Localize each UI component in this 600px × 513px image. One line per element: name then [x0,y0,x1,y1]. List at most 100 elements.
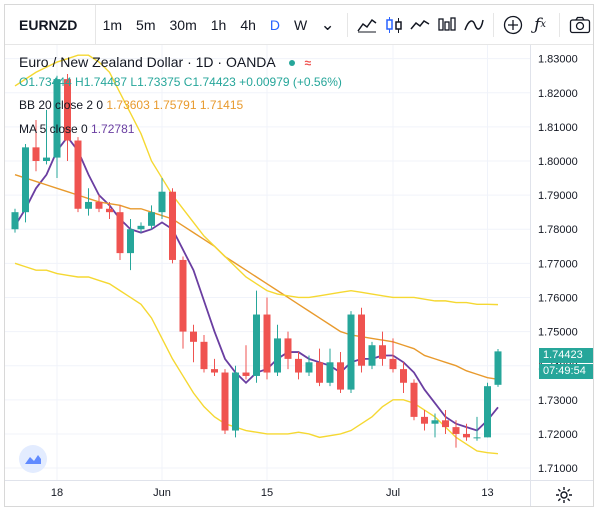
candles-icon[interactable] [380,5,407,44]
candle-body [421,416,428,424]
bb-values: 1.73603 1.75791 1.71415 [106,98,244,112]
toolbar-divider [493,12,495,37]
price-axis: 1.83000 1.82000 1.81000 1.80000 1.79000 1.780… [530,45,578,506]
camera-icon[interactable] [566,5,593,44]
x-tick-label: Jun [153,487,171,499]
candle-body [85,201,92,209]
y-tick-label: 1.75000 [538,327,578,339]
x-tick-label: 13 [481,487,493,499]
candle-body [253,314,260,376]
market-status-icon [289,60,296,66]
candle-body [148,212,155,226]
candle-body [200,341,208,370]
indicators-icon[interactable] [460,5,487,44]
candle-body [179,259,187,332]
legend-ohlc: O1.73444 H1.74487 L1.73375 C1.74423 +0.0… [19,75,342,89]
toolbar-divider [559,12,561,37]
candle-body [32,147,40,161]
y-tick-label: 1.77000 [538,258,578,270]
series-line-bb-upper [14,54,499,306]
bar-chart-icon[interactable] [354,5,381,44]
candle-body [452,427,460,434]
interval-group: 1m 5m 30m 1h 4h D W [96,5,315,44]
candle-body [295,358,302,373]
candle-body [169,191,176,260]
candle-body [242,372,250,376]
candle-body [211,369,218,373]
candle-body [389,358,397,370]
interval-W[interactable]: W [294,16,308,33]
line-chart-icon[interactable] [407,5,434,44]
ma-value: 1.72781 [91,122,135,136]
candle-body [368,345,376,366]
candle-body [410,382,418,417]
indicator-lines [14,54,499,455]
y-tick-label: 1.71000 [538,463,578,475]
candle-body [379,345,386,359]
candle-body [400,369,407,383]
candle-body [53,79,61,158]
symbol-label: EURNZD [19,16,78,33]
candle-body [347,314,355,390]
interval-D[interactable]: D [269,16,281,33]
candle-body [473,437,481,439]
y-tick-label: 1.80000 [538,156,578,168]
candle-body [305,362,313,373]
x-tick-label: 18 [51,487,63,499]
candle-body [284,338,292,359]
interval-1m[interactable]: 1m [102,16,123,33]
candle-body [127,229,134,254]
ma-label: MA 5 close 0 [19,122,88,136]
x-tick-label: 15 [261,487,273,499]
y-tick-label: 1.73000 [538,395,578,407]
y-tick-label: 1.72000 [538,429,578,441]
y-tick-label: 1.83000 [538,54,578,66]
legend-bb[interactable]: BB 20 close 2 0 1.73603 1.75791 1.71415 [19,98,243,112]
chevron-down-icon[interactable]: ⌄ [320,14,335,34]
candles [11,74,502,448]
candle-body [263,314,271,373]
interval-30m[interactable]: 30m [169,16,197,33]
candle-body [337,362,344,390]
settings-gear-icon[interactable] [555,486,573,506]
area-chart-icon[interactable] [434,5,461,44]
legend-ma[interactable]: MA 5 close 0 1.72781 [19,122,134,136]
candle-body [326,362,334,383]
candle-body [116,212,124,254]
add-icon[interactable] [500,5,527,44]
candle-body [274,338,281,373]
x-tick-label: Jul [386,487,400,499]
candle-body [431,420,439,424]
candle-body [43,157,50,161]
toolbar-divider [346,12,348,37]
symbol-search[interactable]: EURNZD [5,5,96,44]
y-tick-label: 1.81000 [538,122,578,134]
interval-4h[interactable]: 4h [240,16,256,33]
y-tick-label: 1.78000 [538,224,578,236]
interval-5m[interactable]: 5m [136,16,156,33]
price-chart[interactable]: 1.83000 1.82000 1.81000 1.80000 1.79000 1.780… [5,45,594,507]
candle-body [232,372,239,431]
candle-body [137,225,145,230]
candle-body [11,212,19,230]
tradingview-logo-icon[interactable] [19,445,47,473]
candle-body [358,314,365,366]
candle-body [158,191,166,213]
candle-body [190,331,197,342]
candle-body [463,433,470,438]
candle-body [221,372,229,431]
interval-1h[interactable]: 1h [210,16,227,33]
candle-body [494,351,502,385]
y-tick-label: 1.76000 [538,292,578,304]
wave-icon: ≈ [304,56,312,70]
time-axis: 18 Jun 15 Jul 13 [5,480,593,499]
candle-body [484,386,491,438]
candle-body [316,362,323,383]
countdown-label: 07:49:54 [539,364,593,379]
candle-body [22,147,29,213]
candle-body [74,140,82,209]
y-tick-label: 1.82000 [538,88,578,100]
legend-title: Euro / New Zealand Dollar · 1D · OANDA [19,54,276,70]
